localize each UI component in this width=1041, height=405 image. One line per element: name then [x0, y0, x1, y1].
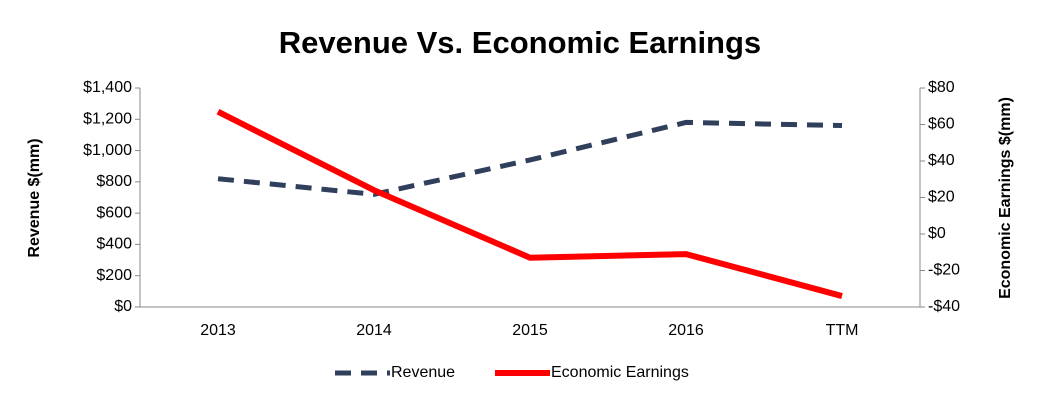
series-line: [217, 119, 843, 197]
x-tick-label: 2015: [512, 322, 548, 339]
y2-axis-title: Economic Earnings $(mm): [997, 97, 1014, 299]
y2-tick-label: $0: [928, 225, 946, 242]
x-tick-label: TTM: [826, 322, 859, 339]
y-tick-label: $1,200: [83, 111, 132, 128]
chart-title: Revenue Vs. Economic Earnings: [279, 25, 761, 60]
legend-label: Economic Earnings: [551, 364, 689, 381]
y-tick-label: $400: [96, 236, 132, 253]
y-tick-label: $800: [96, 173, 132, 190]
y-tick-label: $200: [96, 267, 132, 284]
y-tick-label: $600: [96, 204, 132, 221]
y-tick-label: $1,400: [83, 79, 132, 96]
series-line: [216, 109, 843, 299]
x-tick-label: 2016: [668, 322, 704, 339]
y2-tick-label: -$40: [928, 298, 960, 315]
y-tick-label: $0: [114, 298, 132, 315]
y-axis-title: Revenue $(mm): [26, 138, 43, 257]
y2-tick-label: $60: [928, 116, 955, 133]
x-tick-label: 2013: [200, 322, 236, 339]
y2-tick-label: $40: [928, 152, 955, 169]
x-tick-label: 2014: [356, 322, 392, 339]
legend-label: Revenue: [391, 364, 455, 381]
y-tick-label: $1,000: [83, 142, 132, 159]
y2-tick-label: $80: [928, 79, 955, 96]
y2-tick-label: $20: [928, 189, 955, 206]
y2-tick-label: -$20: [928, 262, 960, 279]
